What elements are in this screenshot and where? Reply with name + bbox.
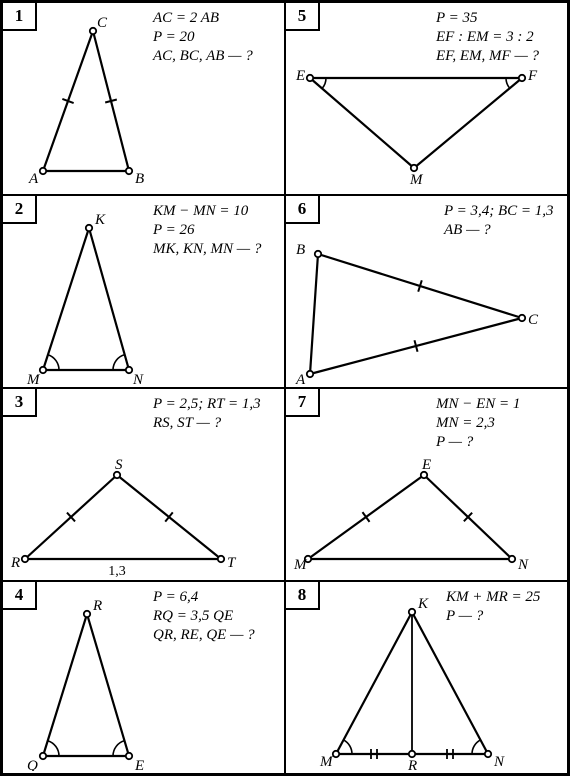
problem-number: 1 — [3, 3, 37, 31]
given-line: AC, BC, AB — ? — [153, 47, 253, 66]
svg-text:F: F — [527, 68, 538, 84]
problem-cell: 2 KM − MN = 10P = 26MK, KN, MN — ? M N K — [2, 195, 285, 388]
given-line: KM − MN = 10 — [153, 202, 261, 221]
svg-text:E: E — [421, 457, 431, 473]
svg-text:E: E — [134, 758, 144, 771]
problem-given: P = 6,4RQ = 3,5 QEQR, RE, QE — ? — [153, 588, 255, 644]
problem-cell: 4 P = 6,4RQ = 3,5 QEQR, RE, QE — ? Q E R — [2, 581, 285, 774]
svg-text:C: C — [97, 15, 108, 31]
triangle-figure: R M N K — [316, 594, 516, 772]
svg-text:A: A — [28, 171, 39, 187]
svg-text:K: K — [417, 596, 429, 612]
problem-cell: 5 P = 35EF : EM = 3 : 2EF, EM, MF — ? E F M — [285, 2, 568, 195]
problem-cell: 6P = 3,4; BC = 1,3AB — ?ABC — [285, 195, 568, 388]
given-line: P = 6,4 — [153, 588, 255, 607]
triangle-figure: M N K — [21, 210, 151, 385]
given-line: RS, ST — ? — [153, 414, 261, 433]
given-line: MK, KN, MN — ? — [153, 240, 261, 259]
svg-text:A: A — [295, 372, 306, 384]
problem-given: KM − MN = 10P = 26MK, KN, MN — ? — [153, 202, 261, 258]
svg-text:M: M — [319, 754, 334, 770]
problem-given: AC = 2 ABP = 20AC, BC, AB — ? — [153, 9, 253, 65]
svg-text:T: T — [227, 555, 237, 571]
svg-text:S: S — [115, 457, 123, 473]
given-line: EF : EM = 3 : 2 — [436, 28, 539, 47]
given-line: P = 3,4; BC = 1,3 — [444, 202, 554, 221]
svg-text:M: M — [26, 372, 41, 385]
svg-text:K: K — [94, 212, 106, 228]
problem-number: 3 — [3, 389, 37, 417]
problem-given: MN − EN = 1MN = 2,3P — ? — [436, 395, 520, 451]
triangle-figure: Q E R — [21, 596, 151, 771]
svg-text:N: N — [132, 372, 144, 385]
problem-cell: 8KM + MR = 25P — ?RMNK — [285, 581, 568, 774]
problem-cell: 7 MN − EN = 1MN = 2,3P — ? M N E — [285, 388, 568, 581]
triangle-figure: A B C — [21, 13, 151, 188]
svg-text:B: B — [296, 242, 305, 258]
problem-number: 2 — [3, 196, 37, 224]
svg-text:R: R — [92, 598, 102, 614]
svg-text:E: E — [295, 68, 305, 84]
problem-number: 4 — [3, 582, 37, 610]
svg-text:1,3: 1,3 — [108, 564, 126, 579]
problem-number: 5 — [286, 3, 320, 31]
given-line: P = 2,5; RT = 1,3 — [153, 395, 261, 414]
given-line: MN − EN = 1 — [436, 395, 520, 414]
problem-cell: 3 P = 2,5; RT = 1,3RS, ST — ? R T S 1,3 — [2, 388, 285, 581]
triangle-figure: M N E — [290, 449, 550, 579]
svg-text:M: M — [409, 172, 424, 188]
problem-number: 7 — [286, 389, 320, 417]
triangle-figure: A B C — [290, 234, 550, 384]
problem-number: 6 — [286, 196, 320, 224]
svg-text:N: N — [493, 754, 505, 770]
svg-text:M: M — [293, 557, 308, 573]
given-line: MN = 2,3 — [436, 414, 520, 433]
svg-text:C: C — [528, 312, 539, 328]
svg-text:B: B — [135, 171, 144, 187]
problem-given: P = 35EF : EM = 3 : 2EF, EM, MF — ? — [436, 9, 539, 65]
given-line: AC = 2 AB — [153, 9, 253, 28]
svg-text:R: R — [407, 758, 417, 772]
svg-text:R: R — [10, 555, 20, 571]
problem-given: P = 2,5; RT = 1,3RS, ST — ? — [153, 395, 261, 433]
given-line: QR, RE, QE — ? — [153, 626, 255, 645]
triangle-figure: E F M — [292, 58, 552, 188]
triangle-figure: R T S 1,3 — [7, 449, 267, 579]
given-line: P = 35 — [436, 9, 539, 28]
svg-text:Q: Q — [27, 758, 38, 771]
given-line: P = 20 — [153, 28, 253, 47]
given-line: RQ = 3,5 QE — [153, 607, 255, 626]
problem-cell: 1 AC = 2 ABP = 20AC, BC, AB — ? A B C — [2, 2, 285, 195]
problem-number: 8 — [286, 582, 320, 610]
svg-text:N: N — [517, 557, 529, 573]
given-line: P = 26 — [153, 221, 261, 240]
